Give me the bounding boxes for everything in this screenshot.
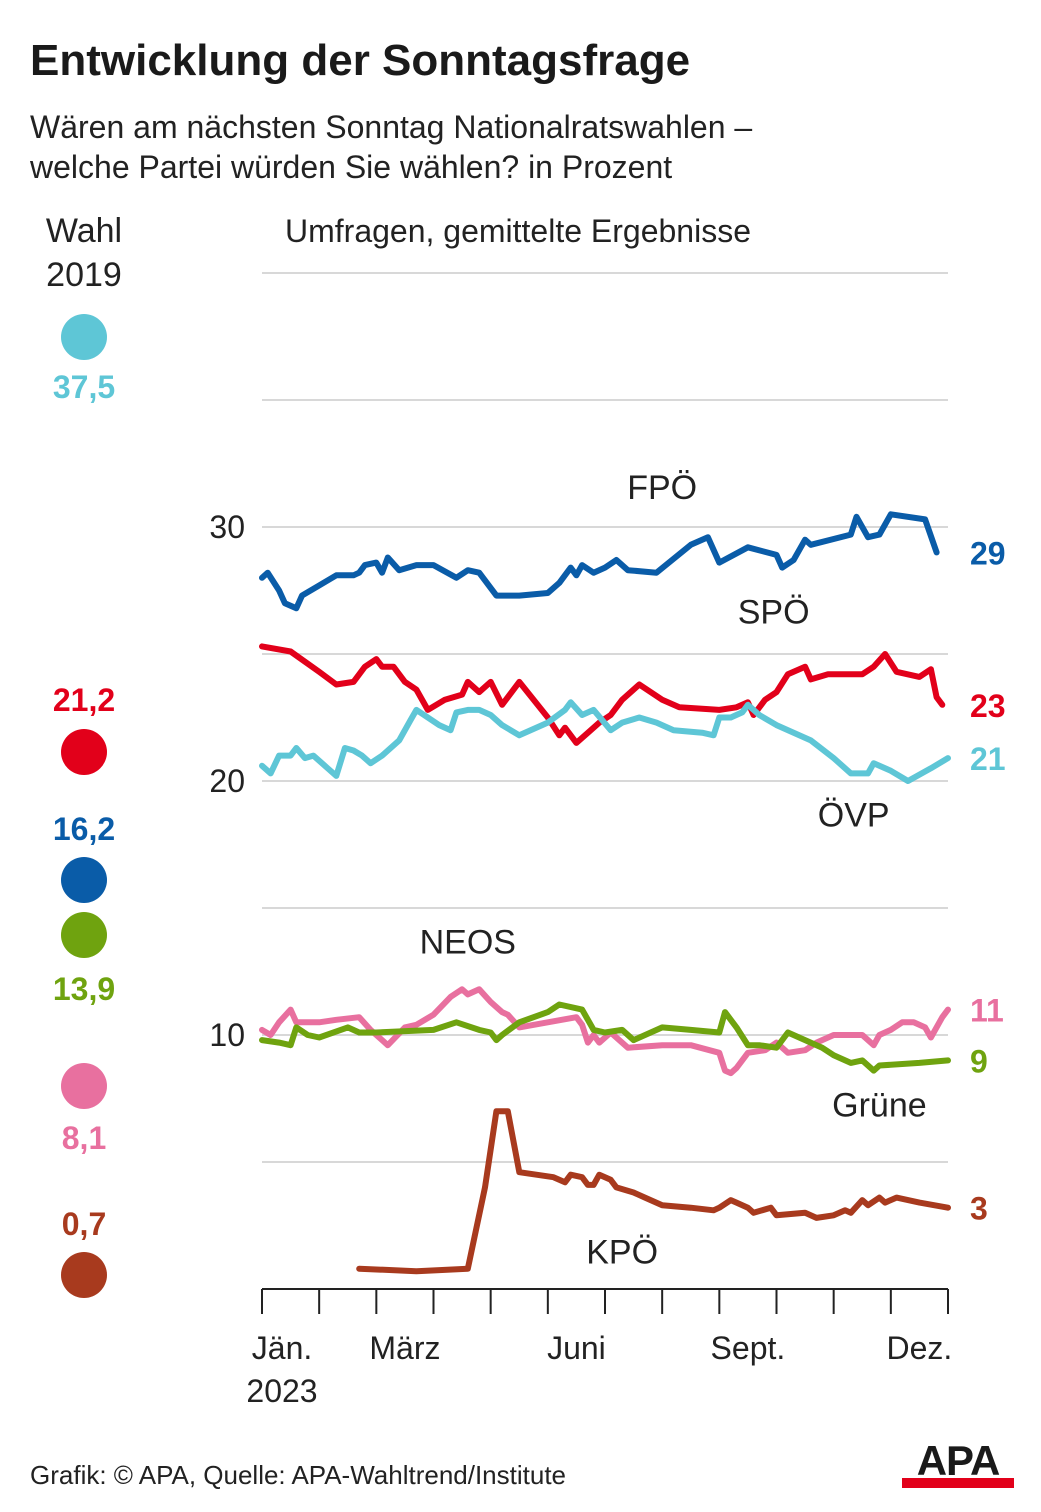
series-end-label-2: 21 — [970, 741, 1006, 777]
series-name-label-4: Grüne — [832, 1086, 927, 1124]
series-line-2 — [259, 699, 951, 784]
election-dot-3 — [61, 912, 107, 958]
series-line-1 — [259, 643, 946, 746]
election-header-line2: 2019 — [46, 256, 122, 294]
x-axis: Jän. März Juni Sept. Dez. 2023 — [246, 1288, 953, 1409]
election-value-3: 13,9 — [53, 971, 115, 1007]
election-dot-1 — [61, 729, 107, 775]
chart-subtitle-line2: welche Partei würden Sie wählen? in Proz… — [30, 149, 673, 185]
x-tick-label-year: 2023 — [246, 1373, 317, 1409]
series-name-label-0: FPÖ — [627, 469, 697, 507]
series-end-label-3: 11 — [970, 993, 1004, 1029]
election-2019-legend: Wahl 2019 37,5 21,2 16,2 13,9 8,1 0,7 — [46, 212, 122, 1298]
series-lines: 29 23 21 11 9 3 — [259, 511, 1006, 1275]
election-value-4: 8,1 — [62, 1120, 106, 1156]
series-line-3 — [259, 986, 951, 1077]
x-tick-label-dez: Dez. — [887, 1330, 953, 1366]
series-end-label-5: 3 — [970, 1191, 988, 1227]
polls-header: Umfragen, gemittelte Ergebnisse — [285, 213, 751, 249]
y-tick-label-20: 20 — [209, 763, 245, 799]
x-tick-label-jan: Jän. — [252, 1330, 312, 1366]
series-labels: FPÖ SPÖ ÖVP NEOS Grüne KPÖ — [420, 469, 927, 1272]
series-name-label-5: KPÖ — [586, 1234, 658, 1272]
series-line-0 — [259, 511, 940, 612]
election-dot-0 — [61, 314, 107, 360]
chart-subtitle-line1: Wären am nächsten Sonntag Nationalratswa… — [30, 109, 753, 145]
x-tick-label-maerz: März — [369, 1330, 440, 1366]
y-tick-label-30: 30 — [209, 509, 245, 545]
series-end-label-1: 23 — [970, 688, 1006, 724]
y-axis-labels: 10 20 30 — [209, 509, 245, 1053]
election-header-line1: Wahl — [46, 212, 122, 250]
series-end-label-4: 9 — [970, 1043, 988, 1079]
election-dot-5 — [61, 1252, 107, 1298]
x-tick-label-sept: Sept. — [711, 1330, 786, 1366]
election-value-5: 0,7 — [62, 1206, 106, 1242]
y-tick-label-10: 10 — [209, 1017, 245, 1053]
source-note: Grafik: © APA, Quelle: APA-Wahltrend/Ins… — [30, 1460, 567, 1490]
series-line-5 — [356, 1108, 951, 1275]
series-line-4 — [259, 1001, 951, 1074]
election-value-2: 16,2 — [53, 811, 115, 847]
election-value-0: 37,5 — [53, 369, 115, 405]
series-end-label-0: 29 — [970, 535, 1006, 571]
apa-logo-text: APA — [917, 1440, 1000, 1484]
series-name-label-2: ÖVP — [818, 797, 890, 835]
line-chart: Jän. März Juni Sept. Dez. 2023 10 20 30 29 23 21 1… — [46, 212, 1006, 1409]
election-dot-2 — [61, 857, 107, 903]
election-value-1: 21,2 — [53, 682, 115, 718]
series-name-label-1: SPÖ — [738, 594, 810, 632]
x-tick-label-juni: Juni — [547, 1330, 606, 1366]
election-dot-4 — [61, 1063, 107, 1109]
apa-logo: APA — [902, 1440, 1014, 1488]
apa-logo-bar — [902, 1478, 1014, 1488]
series-name-label-3: NEOS — [420, 924, 516, 962]
chart-title: Entwicklung der Sonntagsfrage — [30, 36, 691, 85]
